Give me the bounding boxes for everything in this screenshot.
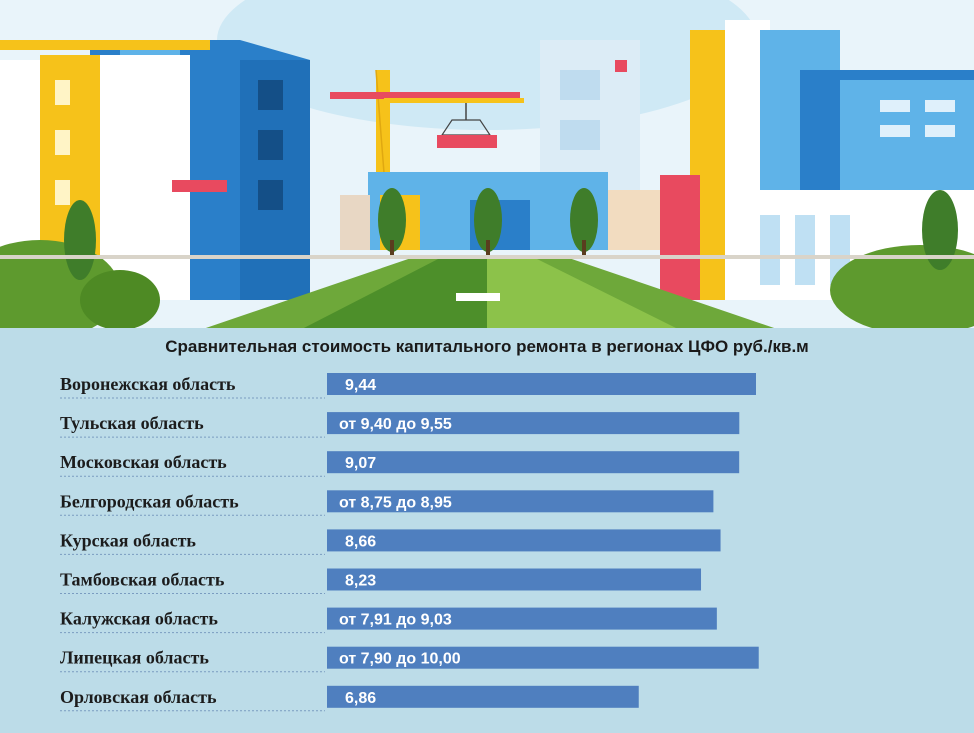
bar — [327, 373, 756, 395]
value-label: от 9,40 до 9,55 — [339, 416, 452, 433]
chart-title: Сравнительная стоимость капитального рем… — [165, 337, 809, 356]
bar — [327, 412, 740, 435]
city-construction-illustration — [0, 0, 974, 330]
category-label: Белгородская область — [60, 491, 239, 511]
value-label: от 8,75 до 8,95 — [339, 494, 452, 511]
bar-chart: Воронежская область 9,44 Тульская область о… — [60, 373, 759, 712]
bar — [327, 646, 759, 669]
bar — [327, 529, 721, 552]
value-label: 9,07 — [345, 455, 376, 472]
bar — [327, 490, 714, 513]
value-label: 9,44 — [345, 377, 376, 394]
value-label: 6,86 — [345, 690, 376, 707]
value-label: от 7,91 до 9,03 — [339, 612, 452, 629]
category-label: Воронежская область — [60, 374, 236, 394]
value-label: 8,23 — [345, 573, 376, 590]
value-label: от 7,90 до 10,00 — [339, 651, 461, 668]
category-label: Курская область — [60, 530, 196, 550]
tree-icon — [378, 188, 598, 255]
chart-panel: Сравнительная стоимость капитального рем… — [0, 328, 974, 733]
bar — [327, 685, 639, 708]
bar — [327, 607, 717, 630]
category-label: Калужская область — [60, 609, 218, 629]
value-label: 8,66 — [345, 533, 376, 550]
bar — [327, 568, 702, 591]
category-label: Липецкая область — [60, 648, 209, 668]
category-label: Московская область — [60, 452, 227, 472]
category-label: Тульская область — [60, 413, 204, 433]
category-label: Тамбовская область — [60, 570, 225, 590]
bar — [327, 451, 740, 474]
category-label: Орловская область — [60, 687, 217, 707]
